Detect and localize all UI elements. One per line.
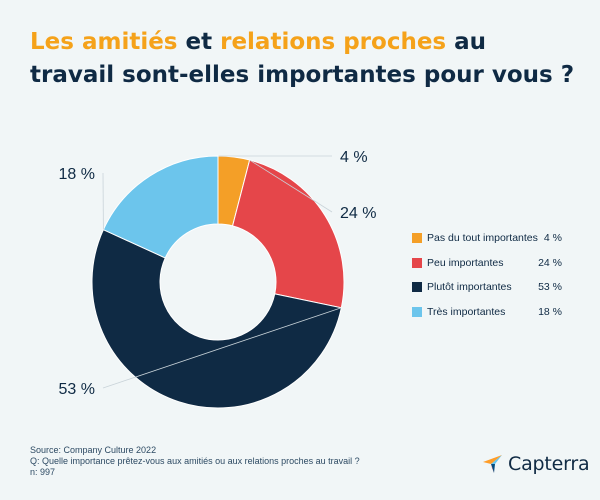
donut-slice-peu-importantes[interactable]: [231, 159, 345, 309]
legend-swatch: [412, 282, 422, 293]
legend-item-plutot-importantes[interactable]: Plutôt importantes 53 %: [412, 275, 562, 300]
footer-sample-size: n: 997: [30, 467, 56, 477]
legend-label: Peu importantes: [427, 256, 504, 269]
legend-value: 18 %: [538, 305, 562, 318]
title-line-2: travail sont-elles importantes pour vous…: [30, 62, 575, 88]
legend-item-tres-importantes[interactable]: Très importantes 18 %: [412, 300, 562, 325]
capterra-logo[interactable]: Capterra: [482, 453, 590, 475]
legend: Pas du tout importantes 4 % Peu importante…: [412, 226, 562, 324]
chart-title: Les amitiés et relations proches au trava…: [30, 26, 575, 92]
legend-value: 53 %: [538, 281, 562, 294]
data-label-peu-importantes: 24 %: [340, 205, 376, 222]
footer: Source: Company Culture 2022 Q: Quelle i…: [30, 445, 360, 478]
legend-swatch: [412, 306, 422, 317]
title-highlight-relations: relations proches: [220, 29, 447, 55]
capterra-arrow-icon: [483, 455, 502, 473]
legend-item-pas-du-tout-importantes[interactable]: Pas du tout importantes 4 %: [412, 226, 562, 251]
title-text-and: et: [177, 29, 221, 55]
data-label-pas-du-tout-importantes: 4 %: [340, 149, 368, 166]
logo-text: Capterra: [508, 453, 590, 475]
footer-question: Q: Quelle importance prêtez-vous aux ami…: [30, 456, 360, 466]
donut-slice-plutot-importantes[interactable]: [91, 228, 342, 409]
legend-swatch: [412, 233, 422, 244]
donut-slice-tres-importantes[interactable]: [102, 155, 219, 259]
data-label-tres-importantes: 18 %: [59, 166, 95, 183]
legend-value: 24 %: [538, 256, 562, 269]
title-text-au: au: [446, 29, 487, 55]
legend-label: Pas du tout importantes: [427, 232, 538, 245]
legend-label: Très importantes: [427, 305, 506, 318]
legend-label: Plutôt importantes: [427, 281, 512, 294]
leader-line-plutot-importantes: [102, 307, 342, 389]
legend-swatch: [412, 257, 422, 268]
footer-source: Source: Company Culture 2022: [30, 445, 157, 455]
leader-line-peu-importantes: [249, 159, 333, 213]
data-label-plutot-importantes: 53 %: [59, 381, 95, 398]
legend-value: 4 %: [543, 232, 562, 245]
legend-item-peu-importantes[interactable]: Peu importantes 24 %: [412, 251, 562, 276]
title-highlight-friendships: Les amitiés: [30, 29, 178, 55]
